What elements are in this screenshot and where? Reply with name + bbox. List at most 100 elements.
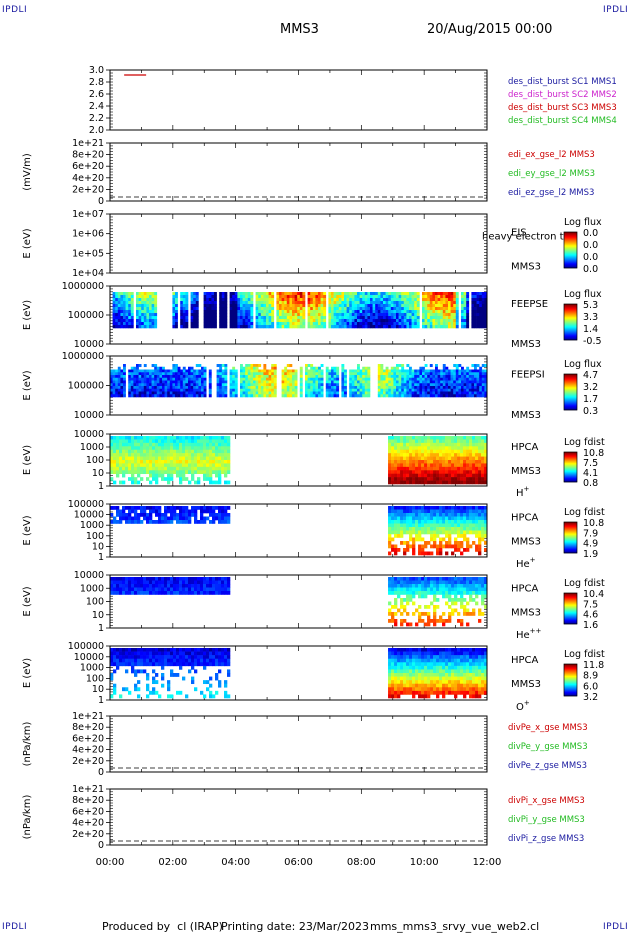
spectrogram-cell	[155, 480, 159, 485]
spectrogram-cell	[123, 316, 126, 320]
spectrogram-cell	[240, 301, 243, 305]
spectrogram-cell	[245, 319, 249, 323]
spectrogram-cell	[125, 463, 129, 468]
spectrogram-cell	[164, 377, 168, 381]
spectrogram-cell	[429, 364, 433, 368]
spectrogram-cell	[406, 446, 410, 451]
spectrogram-cell	[445, 463, 449, 468]
spectrogram-cell	[117, 369, 121, 373]
spectrogram-cell	[437, 322, 441, 326]
spectrogram-cell	[179, 463, 183, 468]
spectrogram-cell	[112, 304, 116, 308]
spectrogram-cell	[357, 298, 360, 302]
spectrogram-cell	[328, 386, 332, 390]
spectrogram-cell	[442, 480, 446, 485]
spectrogram-cell	[128, 477, 132, 481]
spectrogram-cell	[302, 295, 306, 299]
colorbar-step	[564, 331, 577, 333]
spectrogram-cell	[406, 304, 410, 308]
x-tick-label: 10:00	[410, 857, 439, 868]
spectrogram-cell	[134, 470, 138, 475]
spectrogram-cell	[427, 388, 431, 392]
spectrogram-cell	[409, 310, 412, 314]
spectrogram-cell	[346, 313, 350, 317]
spectrogram-cell	[154, 377, 158, 381]
spectrogram-cell	[138, 316, 142, 320]
spectrogram-cell	[229, 372, 233, 376]
spectrogram-cell	[203, 394, 207, 398]
spectrogram-cell	[232, 319, 236, 323]
spectrogram-cell	[234, 322, 238, 326]
spectrogram-cell	[245, 383, 249, 387]
spectrogram-cell	[479, 377, 483, 381]
spectrogram-cell	[401, 322, 405, 326]
spectrogram-cell	[158, 439, 162, 444]
spectrogram-cell	[390, 295, 394, 299]
colorbar-step	[564, 375, 577, 377]
spectrogram-cell	[211, 298, 215, 302]
spectrogram-cell	[119, 470, 123, 475]
spectrogram-cell	[351, 377, 355, 381]
spectrogram-cell	[255, 319, 259, 323]
spectrogram-cell	[234, 325, 238, 329]
spectrogram-cell	[435, 375, 438, 379]
spectrogram-cell	[286, 307, 290, 311]
spectrogram-cell	[476, 364, 480, 368]
spectrogram-cell	[354, 369, 358, 373]
spectrogram-cell	[203, 466, 207, 471]
spectrogram-cell	[344, 380, 347, 384]
spectrogram-cell	[474, 304, 477, 308]
spectrogram-cell	[122, 480, 126, 485]
spectrogram-cell	[453, 325, 457, 329]
spectrogram-cell	[310, 364, 314, 368]
spectrogram-cell	[137, 456, 141, 461]
spectrogram-cell	[375, 325, 379, 329]
species-label: H+	[516, 485, 530, 499]
spectrogram-cell	[435, 319, 438, 323]
spectrogram-cell	[258, 295, 262, 299]
spectrogram-cell	[164, 439, 168, 444]
spectrogram-cell	[188, 439, 192, 444]
spectrogram-cell	[323, 295, 327, 299]
spectrogram-cell	[286, 388, 290, 392]
spectrogram-cell	[286, 322, 290, 326]
spectrogram-cell	[393, 377, 397, 381]
spectrogram-cell	[474, 319, 477, 323]
spectrogram-cell	[232, 375, 236, 379]
spectrogram-cell	[125, 301, 129, 305]
spectrogram-cell	[162, 383, 165, 387]
spectrogram-cell	[263, 391, 267, 395]
spectrogram-cell	[170, 449, 174, 454]
spectrogram-cell	[401, 394, 405, 398]
spectrogram-cell	[479, 375, 483, 379]
spectrogram-cell	[136, 364, 139, 368]
spectrogram-cell	[451, 446, 455, 451]
spectrogram-cell	[307, 364, 311, 368]
colorbar-step	[564, 682, 577, 684]
spectrogram-cell	[143, 470, 147, 475]
spectrogram-cell	[128, 313, 132, 317]
spectrogram-cell	[112, 394, 116, 398]
spectrogram-cell	[435, 388, 438, 392]
spectrogram-cell	[224, 439, 228, 444]
spectrogram-cell	[180, 369, 184, 373]
spectrogram-cell	[143, 375, 147, 379]
spectrogram-cell	[159, 372, 163, 376]
spectrogram-cell	[138, 369, 142, 373]
spectrogram-cell	[398, 304, 402, 308]
spectrogram-cell	[258, 394, 262, 398]
spectrogram-cell	[432, 316, 436, 320]
spectrogram-cell	[294, 310, 298, 314]
spectrogram-cell	[433, 439, 437, 444]
spectrogram-cell	[307, 391, 311, 395]
spectrogram-cell	[224, 391, 228, 395]
spectrogram-cell	[130, 388, 134, 392]
spectrogram-cell	[182, 449, 186, 454]
spectrogram-cell	[359, 292, 363, 296]
spectrogram-cell	[422, 386, 425, 390]
spectrogram-cell	[479, 394, 483, 398]
spectrogram-cell	[400, 449, 404, 454]
colorbar-step	[564, 389, 577, 391]
spectrogram-cell	[122, 466, 126, 471]
